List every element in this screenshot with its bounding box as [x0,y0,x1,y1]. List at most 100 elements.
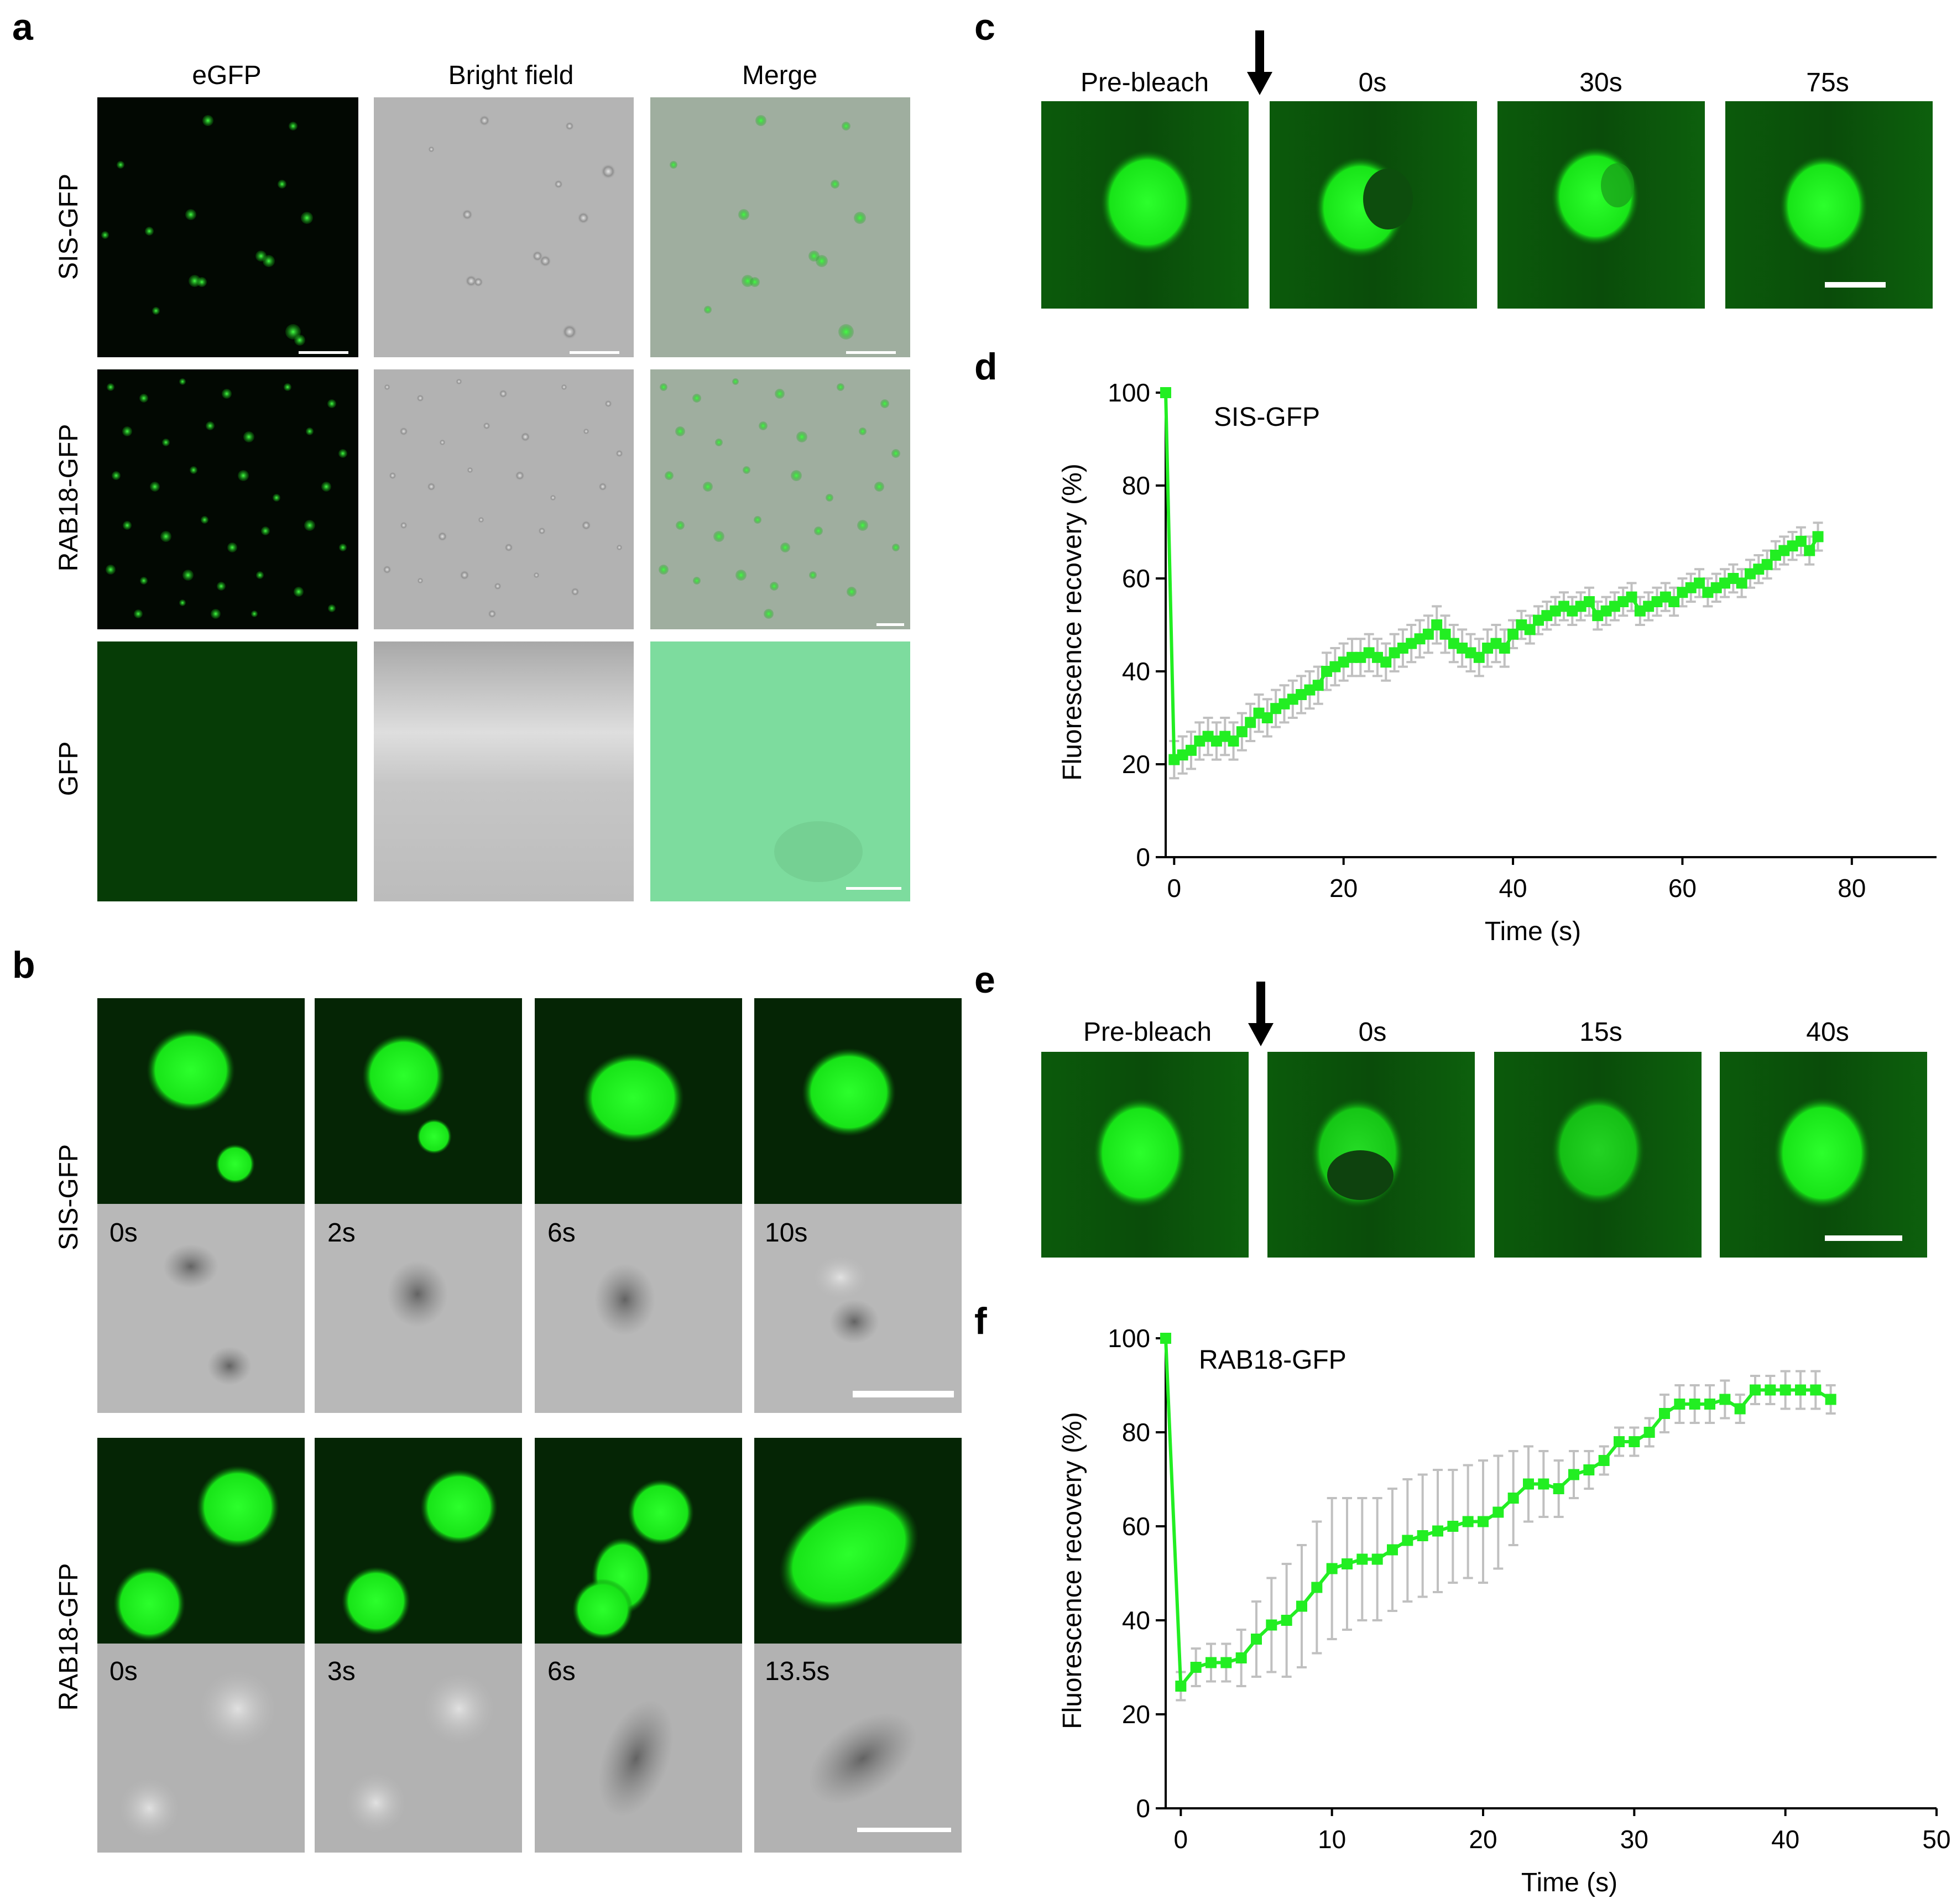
chart-d-point-58 [1651,596,1663,607]
chart-d-point-66 [1719,577,1731,589]
chart-d-point-3 [1185,744,1197,756]
scale-bar-a4 [876,623,904,626]
chart-f-point-2 [1190,1662,1202,1673]
chart-d-point-64 [1702,587,1714,598]
b-sis-grey-blob-2 [387,1261,448,1327]
c-label-0s: 0s [1359,68,1387,97]
chart-d-point-61 [1677,587,1688,598]
chart-d-point-2 [1177,749,1188,761]
dots-sis-egfp [101,115,313,346]
b-sis-grey-blob-1b [207,1347,252,1385]
chart-f-point-21 [1478,1516,1489,1527]
dots-sis-merge [670,115,866,340]
chart-d-point-45 [1541,610,1553,622]
chart-f-xlabel: Time (s) [1521,1868,1617,1897]
chart-f-point-1 [1175,1681,1187,1692]
chart-d-plot-area [1160,387,1824,780]
e-label-prebleach: Pre-bleach [1083,1018,1212,1047]
chart-d-point-6 [1210,735,1222,747]
chart-d-point-11 [1253,707,1265,719]
chart-d-point-57 [1643,601,1655,612]
chart-d-point-70 [1753,564,1765,575]
e-drop-3 [1551,1095,1645,1206]
chart-d-x-tick-label-3: 60 [1668,874,1697,903]
b-sis-drop-2a [362,1034,445,1117]
chart-f-x-tick-label-2: 20 [1469,1825,1497,1854]
chart-f-point-31 [1629,1436,1640,1447]
b-rab-grey-blob-4 [808,1713,917,1804]
chart-d-point-26 [1380,656,1392,668]
chart-d-point-8 [1228,735,1239,747]
chart-d-point-34 [1448,638,1459,649]
chart-d-ylabel: Fluorescence recovery (%) [1058,463,1087,781]
chart-d-point-73 [1778,545,1790,556]
chart-d-xlabel: Time (s) [1485,917,1581,946]
image-rab18-merge [650,369,910,629]
c-label-75s: 75s [1806,68,1849,97]
chart-d-point-19 [1321,666,1333,677]
chart-d-point-56 [1634,605,1646,617]
chart-f-y-tick-label-5: 100 [1108,1324,1150,1353]
chart-d-point-43 [1524,624,1536,635]
b-sis-grey-blob-4b [829,1300,879,1344]
b-sis-grey-blob-4a [813,1255,868,1300]
chart-d-point-76 [1804,545,1815,556]
b-sis-drop-3 [582,1052,684,1143]
chart-f-point-39 [1750,1384,1761,1396]
image-rab18-brightfield [374,369,634,629]
chart-d-point-55 [1626,591,1637,603]
chart-f-point-3 [1205,1657,1217,1668]
b-rab-grey-blob-1a [199,1670,276,1747]
scale-bar-a5 [846,887,901,890]
chart-d-point-54 [1617,596,1629,607]
chart-d-point-21 [1338,656,1349,668]
chart-f-x-tick-label-5: 50 [1922,1825,1950,1854]
c-label-30s: 30s [1579,68,1622,97]
b-sis-drop-2b [416,1119,452,1154]
c-bleach-spot-2 [1363,169,1413,229]
chart-f-y-ticks: 0 20 40 60 80 100 [1108,1324,1166,1823]
b-sis-time-4: 10s [765,1218,807,1248]
chart-d-y-tick-label-2: 40 [1122,657,1150,686]
chart-d-point-30 [1414,633,1426,645]
chart-d-point-14 [1278,698,1290,710]
b-rab-grey-blob-1b [119,1778,180,1839]
b-sis-grey-blob-3 [594,1264,655,1336]
chart-d-y-ticks: 0 20 40 60 80 100 [1108,378,1166,872]
image-gfp-egfp [97,641,357,901]
chart-f-y-tick-label-1: 20 [1122,1700,1150,1729]
b-rab-green-3 [535,1438,742,1644]
chart-d-point-47 [1558,601,1569,612]
b-rab-drop-3c [572,1579,633,1640]
scale-bar-b1 [853,1391,954,1397]
e-label-40s: 40s [1806,1018,1849,1047]
chart-f-point-42 [1795,1384,1806,1396]
c-bleach-arrow [1247,30,1272,95]
chart-d-point-18 [1312,680,1324,691]
dots-rab18-brightfield [383,378,623,618]
chart-f-point-36 [1704,1399,1715,1410]
chart-f-point-22 [1492,1506,1504,1518]
chart-f-point-41 [1779,1384,1791,1396]
chart-f-point-10 [1311,1582,1323,1593]
chart-d-point-41 [1507,628,1519,640]
chart-d-point-9 [1236,726,1248,738]
chart-d-x-ticks: 0 20 40 60 80 [1167,857,1866,903]
b-rab-time-4: 13.5s [765,1657,829,1686]
scale-bar-a3 [846,351,896,354]
chart-f-point-34 [1674,1399,1685,1410]
chart-d-point-35 [1457,643,1468,654]
chart-d-point-33 [1439,628,1451,640]
chart-d-point-5 [1202,731,1214,742]
scale-bar-a1 [299,351,348,354]
chart-d-point-4 [1194,735,1205,747]
chart-f-point-9 [1296,1600,1307,1612]
chart-f-point-8 [1281,1615,1292,1626]
image-rab18-egfp [97,369,358,629]
row-label-b-rab18: RAB18-GFP [54,1563,84,1711]
chart-f-point-37 [1719,1394,1731,1405]
chart-f-y-tick-label-4: 80 [1122,1418,1150,1447]
c-label-prebleach: Pre-bleach [1081,68,1209,97]
dots-sis-brightfield [428,115,616,340]
